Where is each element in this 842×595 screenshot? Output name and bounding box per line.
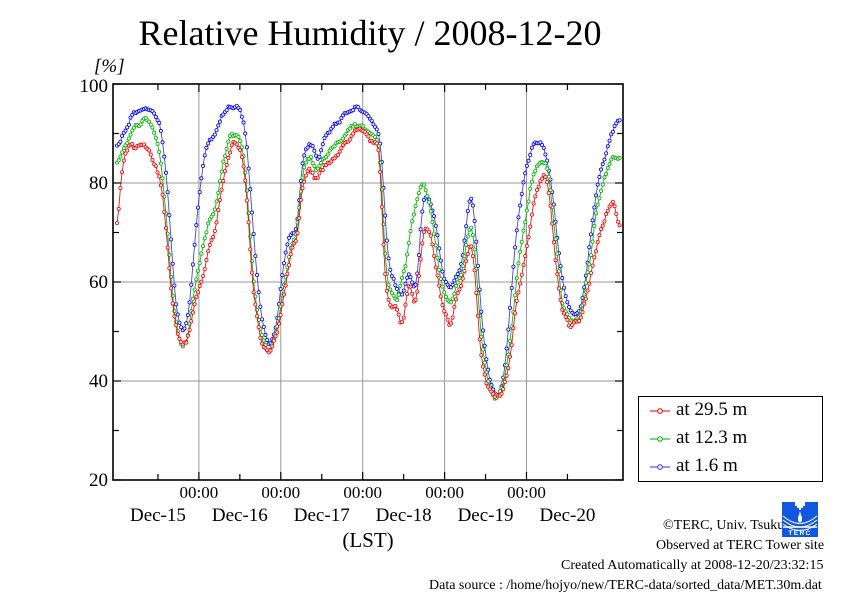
svg-text:TERC: TERC [788,530,811,537]
